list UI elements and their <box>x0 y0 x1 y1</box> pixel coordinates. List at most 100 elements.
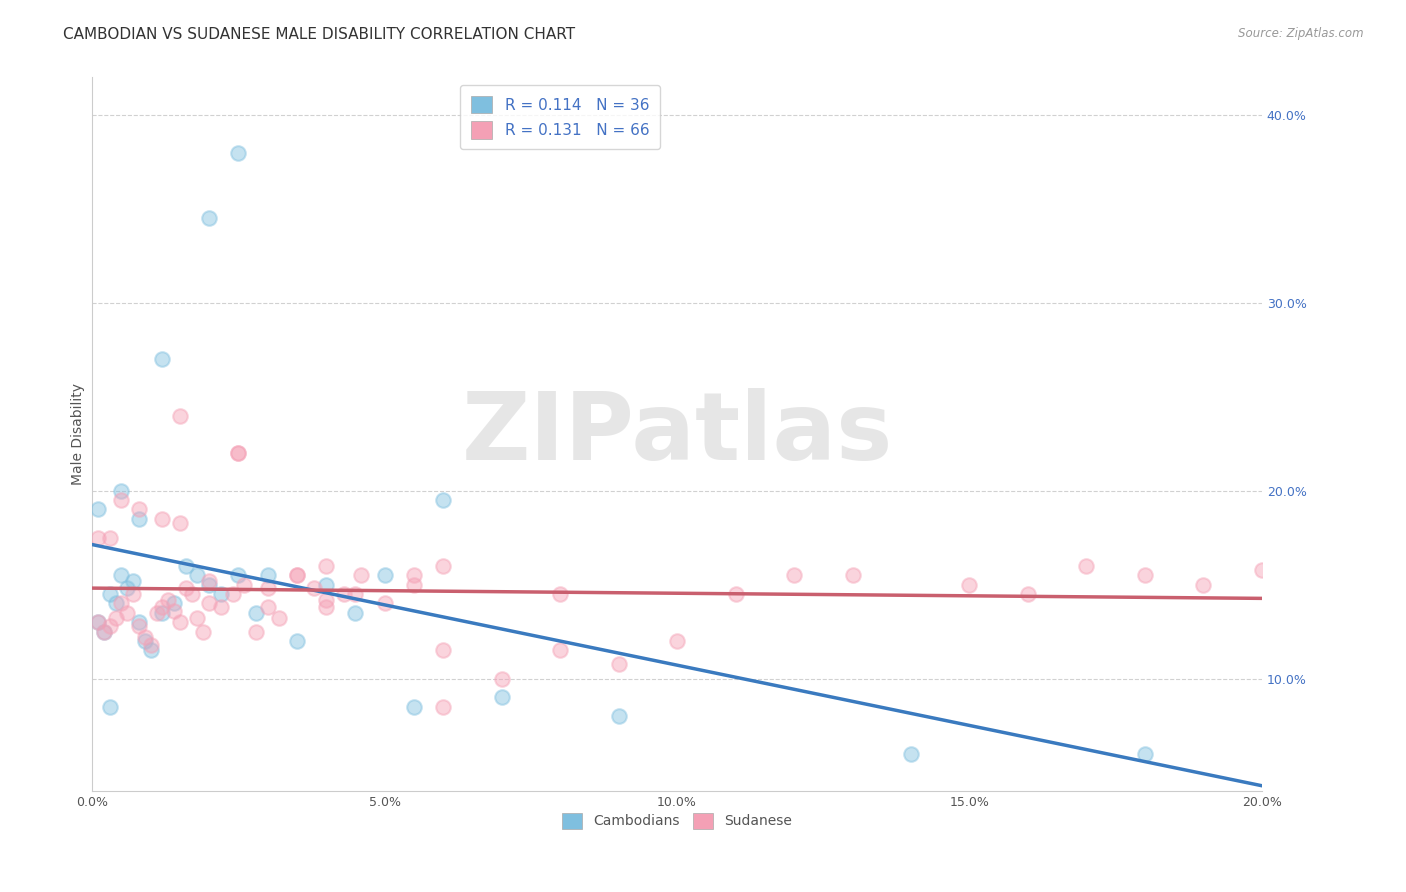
Point <box>128 512 150 526</box>
Point <box>315 600 337 615</box>
Point <box>269 611 291 625</box>
Point <box>139 643 162 657</box>
Y-axis label: Male Disability: Male Disability <box>72 384 86 485</box>
Point <box>98 587 121 601</box>
Point <box>432 558 454 573</box>
Point <box>228 446 250 460</box>
Point <box>198 577 221 591</box>
Point <box>221 587 243 601</box>
Point <box>1251 563 1274 577</box>
Point <box>117 582 139 596</box>
Point <box>402 568 425 582</box>
Point <box>548 643 571 657</box>
Point <box>198 574 221 588</box>
Point <box>344 587 367 601</box>
Point <box>332 587 354 601</box>
Point <box>150 512 173 526</box>
Point <box>193 624 215 639</box>
Point <box>374 568 396 582</box>
Point <box>315 558 337 573</box>
Point <box>1133 747 1156 761</box>
Point <box>128 615 150 630</box>
Point <box>104 596 127 610</box>
Point <box>163 596 186 610</box>
Point <box>186 568 208 582</box>
Point <box>169 615 191 630</box>
Point <box>304 582 326 596</box>
Point <box>402 699 425 714</box>
Point <box>163 604 186 618</box>
Point <box>98 699 121 714</box>
Point <box>117 606 139 620</box>
Point <box>841 568 863 582</box>
Point <box>344 606 367 620</box>
Point <box>209 600 232 615</box>
Point <box>285 634 308 648</box>
Point <box>1133 568 1156 582</box>
Point <box>104 611 127 625</box>
Point <box>491 672 513 686</box>
Point <box>228 446 250 460</box>
Point <box>315 577 337 591</box>
Point <box>900 747 922 761</box>
Point <box>607 657 630 671</box>
Point <box>87 502 110 516</box>
Point <box>110 483 132 498</box>
Point <box>315 592 337 607</box>
Point <box>228 568 250 582</box>
Point <box>98 531 121 545</box>
Point <box>93 624 115 639</box>
Point <box>607 709 630 723</box>
Point <box>228 145 250 160</box>
Point <box>198 596 221 610</box>
Point <box>402 577 425 591</box>
Point <box>548 587 571 601</box>
Point <box>186 611 208 625</box>
Point <box>209 587 232 601</box>
Point <box>491 690 513 705</box>
Point <box>110 568 132 582</box>
Point <box>93 624 115 639</box>
Point <box>128 619 150 633</box>
Point <box>1017 587 1039 601</box>
Point <box>157 592 180 607</box>
Point <box>256 568 278 582</box>
Point <box>285 568 308 582</box>
Point <box>150 606 173 620</box>
Point <box>110 596 132 610</box>
Point <box>122 587 145 601</box>
Point <box>87 615 110 630</box>
Point <box>87 531 110 545</box>
Point <box>169 516 191 530</box>
Point <box>233 577 256 591</box>
Point <box>98 619 121 633</box>
Point <box>245 606 267 620</box>
Point <box>256 582 278 596</box>
Point <box>134 630 156 644</box>
Point <box>87 615 110 630</box>
Point <box>122 574 145 588</box>
Point <box>374 596 396 610</box>
Text: CAMBODIAN VS SUDANESE MALE DISABILITY CORRELATION CHART: CAMBODIAN VS SUDANESE MALE DISABILITY CO… <box>63 27 575 42</box>
Point <box>110 493 132 508</box>
Point <box>432 493 454 508</box>
Point <box>1192 577 1215 591</box>
Text: Source: ZipAtlas.com: Source: ZipAtlas.com <box>1239 27 1364 40</box>
Point <box>1076 558 1098 573</box>
Point <box>432 699 454 714</box>
Point <box>350 568 373 582</box>
Point <box>959 577 981 591</box>
Point <box>724 587 747 601</box>
Point <box>174 558 197 573</box>
Point <box>256 600 278 615</box>
Point <box>169 409 191 423</box>
Point <box>174 582 197 596</box>
Point <box>145 606 167 620</box>
Point <box>285 568 308 582</box>
Point <box>245 624 267 639</box>
Point <box>128 502 150 516</box>
Point <box>134 634 156 648</box>
Point <box>666 634 689 648</box>
Point <box>432 643 454 657</box>
Point <box>150 352 173 367</box>
